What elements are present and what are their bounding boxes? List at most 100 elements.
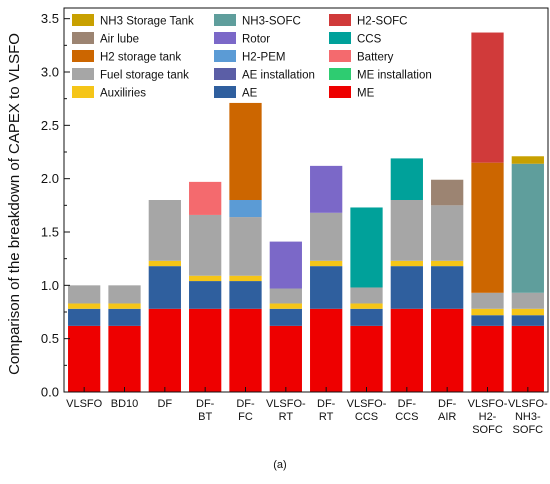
bar-segment-auxiliries-6 <box>310 260 343 267</box>
bar-segment-h2-pem-4 <box>229 200 262 218</box>
y-tick-label: 0.5 <box>41 331 59 346</box>
y-tick-label: 0.0 <box>41 385 59 400</box>
legend-swatch <box>72 86 94 98</box>
bar-segment-me-8 <box>390 308 423 392</box>
legend-label: H2-SOFC <box>357 16 407 28</box>
bars-group <box>68 32 544 392</box>
x-tick-label: VLSFO-H2-SOFC <box>468 398 508 436</box>
x-tick-label: VLSFO-NH3-SOFC <box>508 398 548 436</box>
legend-label: CCS <box>357 34 382 46</box>
legend-swatch <box>214 50 236 62</box>
bar-segment-auxiliries-8 <box>390 260 423 267</box>
bar-segment-ae-2 <box>148 266 181 309</box>
bar-segment-battery-3 <box>189 181 222 215</box>
legend-label: NH3-SOFC <box>242 16 301 28</box>
y-tick-label: 2.5 <box>41 118 59 133</box>
legend-swatch <box>329 32 351 44</box>
x-tick-label: DF-RT <box>317 398 336 423</box>
x-tick-label: VLSFO <box>66 398 103 410</box>
bar-segment-fuel-storage-tank-3 <box>189 214 222 276</box>
bar-segment-h2-storage-tank-4 <box>229 102 262 200</box>
x-tick-label: DF-CCS <box>395 398 418 423</box>
legend-swatch <box>329 14 351 26</box>
bar-segment-me-4 <box>229 308 262 392</box>
bar-segment-fuel-storage-tank-8 <box>390 200 423 261</box>
bar-segment-fuel-storage-tank-7 <box>350 287 383 304</box>
x-tick-label: DF-FC <box>236 398 255 423</box>
bar-segment-ae-0 <box>68 308 101 326</box>
bar-segment-fuel-storage-tank-1 <box>108 285 141 304</box>
bar-segment-fuel-storage-tank-2 <box>148 200 181 261</box>
bar-segment-rotor-6 <box>310 165 343 213</box>
x-tick-label: BD10 <box>111 398 139 410</box>
bar-segment-ae-6 <box>310 266 343 309</box>
x-tick-label: DF-BT <box>196 398 215 423</box>
legend-label: H2-PEM <box>242 52 285 64</box>
bar-segment-ae-7 <box>350 308 383 326</box>
legend-label: Rotor <box>242 34 270 46</box>
legend-swatch <box>214 68 236 80</box>
bar-segment-auxiliries-9 <box>431 260 464 267</box>
figure-caption: (a) <box>273 459 286 471</box>
legend-swatch <box>72 14 94 26</box>
bar-segment-fuel-storage-tank-4 <box>229 217 262 276</box>
bar-segment-ccs-7 <box>350 207 383 288</box>
legend-swatch <box>72 32 94 44</box>
x-tick-label: DF-AIR <box>438 398 457 423</box>
plot-frame <box>63 7 549 393</box>
bar-segment-me-10 <box>471 325 504 392</box>
legend-label: NH3 Storage Tank <box>100 16 194 28</box>
bar-segment-h2-sofc-10 <box>471 32 504 163</box>
bar-segment-fuel-storage-tank-9 <box>431 205 464 261</box>
legend-label: AE installation <box>242 70 315 82</box>
bar-segment-me-6 <box>310 308 343 392</box>
bar-segment-auxiliries-3 <box>189 275 222 282</box>
bar-segment-me-2 <box>148 308 181 392</box>
bar-segment-auxiliries-4 <box>229 275 262 282</box>
bar-segment-nh3-sofc-11 <box>511 163 544 293</box>
legend-swatch <box>329 86 351 98</box>
legend-swatch <box>329 68 351 80</box>
bar-segment-me-5 <box>269 325 302 392</box>
bar-segment-me-7 <box>350 325 383 392</box>
bar-segment-auxiliries-7 <box>350 303 383 309</box>
bar-segment-fuel-storage-tank-6 <box>310 212 343 261</box>
bar-segment-fuel-storage-tank-10 <box>471 292 504 309</box>
bar-segment-ae-10 <box>471 315 504 326</box>
bar-segment-ae-3 <box>189 281 222 309</box>
bar-segment-rotor-5 <box>269 241 302 289</box>
y-tick-label: 1.0 <box>41 278 59 293</box>
legend-label: Battery <box>357 52 394 64</box>
bar-segment-ccs-8 <box>390 158 423 200</box>
bar-segment-ae-9 <box>431 266 464 309</box>
legend-swatch <box>72 68 94 80</box>
legend-label: Air lube <box>100 34 139 46</box>
bar-segment-fuel-storage-tank-5 <box>269 288 302 304</box>
bar-segment-ae-5 <box>269 308 302 326</box>
legend-group: NH3 Storage Tank NH3-SOFC H2-SOFC Air lube R… <box>72 14 432 100</box>
legend-swatch <box>72 50 94 62</box>
bar-segment-auxiliries-5 <box>269 303 302 309</box>
bar-segment-auxiliries-2 <box>148 260 181 267</box>
x-tick-label: VLSFO-RT <box>266 398 306 423</box>
bar-segment-ae-11 <box>511 315 544 326</box>
legend-label: ME installation <box>357 70 432 82</box>
bar-segment-auxiliries-11 <box>511 308 544 316</box>
legend-swatch <box>214 86 236 98</box>
x-tick-label: VLSFO-CCS <box>347 398 387 423</box>
legend-swatch <box>214 32 236 44</box>
bar-segment-ae-4 <box>229 281 262 309</box>
axes-group: 0.0 0.5 1.0 1.5 2.0 2.5 3.0 3.5 VLSFO BD10 DF DF-BT… <box>41 7 549 436</box>
y-tick-label: 1.5 <box>41 225 59 240</box>
bar-segment-ae-8 <box>390 266 423 309</box>
x-tick-label: DF <box>157 398 172 410</box>
bar-segment-auxiliries-1 <box>108 303 141 309</box>
legend-label: AE <box>242 88 258 100</box>
legend-label: Auxiliries <box>100 88 146 100</box>
bar-segment-auxiliries-10 <box>471 308 504 316</box>
legend-label: Fuel storage tank <box>100 70 189 82</box>
legend-swatch <box>329 50 351 62</box>
bar-segment-air-lube-9 <box>431 179 464 206</box>
